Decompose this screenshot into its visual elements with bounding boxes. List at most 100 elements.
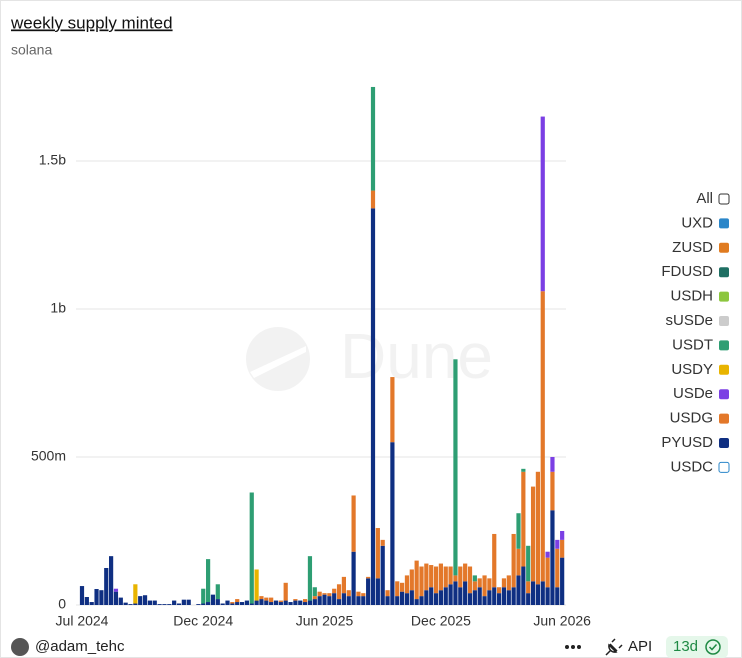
bar-segment (312, 596, 317, 600)
bar-segment (235, 599, 240, 603)
bar-segment (259, 596, 264, 600)
y-tick-label: 1b (50, 300, 66, 316)
bar-segment (545, 557, 550, 588)
bar-segment (511, 587, 516, 605)
chart-title[interactable]: weekly supply minted (10, 13, 173, 32)
bar-segment (361, 596, 366, 605)
age-badge[interactable] (666, 636, 728, 658)
chart-subtitle: solana (11, 42, 52, 58)
legend-label[interactable]: USDY (671, 361, 713, 378)
bar-segment (482, 596, 487, 605)
legend-checkbox (718, 193, 730, 205)
bar-segment (414, 560, 419, 600)
bar-segment (322, 594, 327, 605)
legend-label[interactable]: sUSDe (665, 312, 713, 329)
x-tick-label: Jun 2025 (296, 613, 354, 629)
bar-segment (133, 584, 138, 604)
bar-segment (351, 551, 356, 605)
bar-segment (506, 575, 511, 591)
legend-label[interactable]: USDe (673, 385, 713, 402)
legend-swatch (719, 364, 729, 375)
bar-segment (89, 602, 94, 605)
legend-label[interactable]: ZUSD (672, 239, 713, 256)
author[interactable]: @adam_tehc (35, 638, 125, 655)
bar-segment (540, 581, 545, 605)
bar-segment (433, 566, 439, 594)
bar-segment (385, 590, 390, 597)
bar-segment (467, 566, 473, 594)
dot (571, 645, 575, 649)
bar-segment (196, 604, 201, 605)
bar-segment (162, 604, 167, 605)
more-menu[interactable] (565, 645, 581, 649)
bar-segment (206, 602, 211, 605)
watermark-text: Dune (340, 320, 493, 392)
bar-segment (453, 575, 458, 582)
legend-swatch (719, 340, 729, 351)
bar-segment (293, 599, 298, 601)
bar-segment (370, 190, 376, 209)
x-tick-label: Jun 2026 (533, 613, 591, 629)
bar-segment (273, 600, 279, 605)
bar-segment (283, 582, 288, 601)
bar-segment (472, 590, 477, 605)
legend-label[interactable]: USDT (672, 336, 713, 353)
check-icon (705, 639, 721, 655)
bar-segment (472, 581, 477, 591)
bar-segment (497, 587, 502, 594)
bar-segment (375, 578, 380, 605)
bar-segment (332, 588, 337, 594)
bar-segment (366, 576, 371, 579)
bar-segment (278, 600, 283, 603)
bar-segment (249, 603, 254, 605)
bar-segment (516, 548, 521, 576)
bar-segment (487, 578, 492, 591)
avatar[interactable] (11, 638, 29, 656)
bar-segment (244, 600, 249, 605)
bar-segment (317, 591, 322, 597)
bar-segment (283, 600, 288, 605)
bar-segment (356, 596, 361, 605)
dot (577, 645, 581, 649)
bar-segment (206, 559, 211, 603)
bar-segment (113, 591, 119, 605)
bar-segment (230, 603, 235, 605)
bar-segment (550, 471, 555, 511)
bar-segment (220, 603, 225, 605)
bar-segment (501, 587, 507, 605)
legend-swatch (719, 267, 729, 278)
legend-label[interactable]: USDH (670, 288, 713, 305)
bar-segment (530, 581, 536, 605)
bar-segment (123, 602, 128, 605)
bar-segment (380, 539, 385, 546)
api-link[interactable]: API (628, 638, 652, 655)
bar-segment (521, 566, 526, 605)
legend-label[interactable]: USDC (670, 458, 713, 475)
bar-segment (157, 604, 162, 605)
x-tick-label: Dec 2024 (173, 613, 233, 629)
bar-segment (152, 600, 157, 605)
bar-segment (395, 581, 400, 597)
bar-segment (448, 584, 453, 605)
bar-segment (254, 600, 259, 605)
bar-segment (409, 590, 414, 605)
legend-label[interactable]: FDUSD (661, 263, 713, 280)
bar-segment (404, 593, 410, 605)
bar-segment (555, 548, 560, 588)
legend-label[interactable]: UXD (681, 214, 713, 231)
bar-segment (269, 602, 274, 605)
bar-segment (526, 581, 531, 594)
bar-segment (128, 604, 133, 605)
legend-all[interactable]: All (696, 190, 713, 207)
bar-segment (453, 581, 458, 605)
bar-segment (298, 600, 303, 605)
bar-segment (472, 575, 477, 582)
bar-segment (322, 593, 327, 595)
bar-segment (419, 566, 424, 597)
bar-segment (113, 588, 119, 592)
bar-segment (560, 530, 565, 540)
bar-segment (438, 590, 443, 605)
legend-label[interactable]: PYUSD (661, 434, 713, 451)
legend-label[interactable]: USDG (670, 410, 713, 427)
bar-segment (79, 586, 85, 605)
